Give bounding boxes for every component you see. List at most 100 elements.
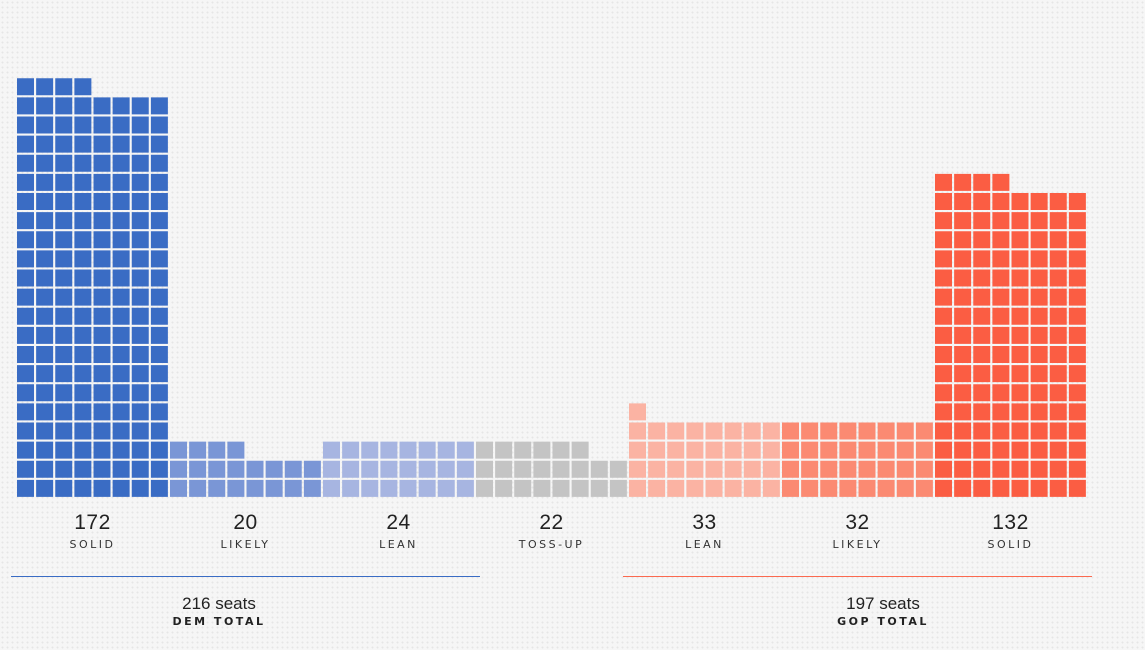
dem-total-label: DEM TOTAL [172, 615, 266, 628]
seat-square [74, 97, 92, 115]
seat-square [323, 460, 340, 478]
seat-square [437, 460, 455, 478]
column-label-gop-solid: 132 SOLID [934, 510, 1087, 551]
seat-square [112, 384, 130, 402]
seat-square [1068, 346, 1086, 363]
seat-square [1068, 193, 1086, 210]
seat-square [782, 422, 799, 440]
seat-square [954, 212, 972, 230]
seat-square [437, 441, 455, 459]
seat-square [686, 460, 704, 478]
seat-square [1011, 231, 1029, 249]
seat-square [93, 288, 111, 306]
seat-square [762, 422, 780, 440]
seat-square [782, 479, 799, 497]
seat-square [17, 154, 34, 172]
waffle-block-dem-solid [17, 78, 168, 497]
seat-square [456, 460, 474, 478]
seat-square [17, 193, 34, 210]
seat-square [74, 269, 92, 287]
seat-square [915, 479, 933, 497]
seat-square [935, 460, 952, 478]
seat-square [112, 460, 130, 478]
seat-square [437, 479, 455, 497]
seat-square [1030, 479, 1048, 497]
seat-square [112, 212, 130, 230]
seat-square [667, 479, 685, 497]
seat-square [935, 173, 952, 191]
seat-square [1030, 307, 1048, 325]
seat-square [93, 384, 111, 402]
seat-square [74, 479, 92, 497]
seat-square [973, 288, 991, 306]
seat-square [456, 441, 474, 459]
seat-square [973, 384, 991, 402]
seat-square [629, 441, 646, 459]
seat-square [762, 441, 780, 459]
waffle-block-gop-likely [782, 422, 933, 497]
seat-square [1049, 326, 1067, 344]
seat-square [323, 479, 340, 497]
seat-square [705, 479, 723, 497]
seat-square [1030, 288, 1048, 306]
rating-label: LEAN [379, 538, 418, 551]
seat-square [954, 288, 972, 306]
seat-square [896, 479, 914, 497]
seat-square [36, 422, 54, 440]
seat-square [954, 365, 972, 383]
seat-square [131, 116, 149, 134]
seat-square [36, 250, 54, 268]
seat-square [399, 441, 417, 459]
seat-square [648, 479, 666, 497]
seat-square [131, 441, 149, 459]
seat-square [743, 460, 761, 478]
seat-square [189, 460, 207, 478]
seat-square [514, 460, 532, 478]
seat-square [55, 365, 73, 383]
seat-square [705, 441, 723, 459]
seat-square [36, 346, 54, 363]
seat-square [131, 269, 149, 287]
seat-square [992, 479, 1010, 497]
seat-square [74, 384, 92, 402]
seat-square [1068, 479, 1086, 497]
seat-square [476, 460, 493, 478]
seat-square [877, 479, 895, 497]
seat-square [131, 479, 149, 497]
seat-square [1030, 441, 1048, 459]
seat-square [992, 403, 1010, 421]
seat-square [284, 460, 302, 478]
seat-square [648, 460, 666, 478]
rating-label: SOLID [987, 538, 1034, 551]
seat-square [877, 422, 895, 440]
seat-square [189, 441, 207, 459]
seat-square [380, 460, 398, 478]
seat-square [55, 173, 73, 191]
seat-square [820, 422, 838, 440]
seat-square [74, 193, 92, 210]
seat-square [858, 441, 876, 459]
seat-square [150, 193, 168, 210]
seat-square [973, 173, 991, 191]
seat-square [323, 441, 340, 459]
seat-square [1049, 441, 1067, 459]
seat-square [514, 441, 532, 459]
seat-square [1068, 269, 1086, 287]
seat-square [399, 479, 417, 497]
column-label-dem-lean: 24 LEAN [322, 510, 475, 551]
seat-square [858, 479, 876, 497]
seat-square [1049, 384, 1067, 402]
seat-square [93, 250, 111, 268]
seat-square [55, 78, 73, 96]
gop-total-rule [623, 576, 1092, 577]
seat-square [36, 97, 54, 115]
seat-square [992, 365, 1010, 383]
seat-square [782, 460, 799, 478]
seat-square [17, 326, 34, 344]
seat-square [74, 154, 92, 172]
seat-square [74, 250, 92, 268]
seat-square [571, 460, 589, 478]
seat-square [112, 135, 130, 153]
seat-square [93, 479, 111, 497]
seat-square [93, 97, 111, 115]
